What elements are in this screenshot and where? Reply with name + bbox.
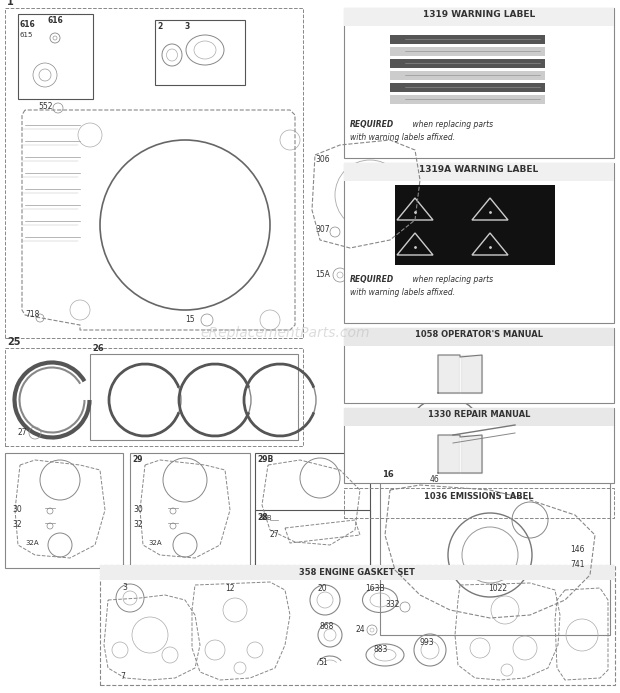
FancyBboxPatch shape xyxy=(344,408,614,426)
Text: with warning labels affixed.: with warning labels affixed. xyxy=(350,133,455,142)
Text: 27: 27 xyxy=(270,530,280,539)
FancyBboxPatch shape xyxy=(390,35,545,44)
Text: 27: 27 xyxy=(18,428,28,437)
Text: 29: 29 xyxy=(132,455,143,464)
Text: 1036 EMISSIONS LABEL: 1036 EMISSIONS LABEL xyxy=(424,492,534,501)
FancyBboxPatch shape xyxy=(390,83,545,92)
FancyBboxPatch shape xyxy=(344,8,614,158)
Text: 163B: 163B xyxy=(365,584,384,593)
Text: with warning labels affixed.: with warning labels affixed. xyxy=(350,288,455,297)
Text: 3: 3 xyxy=(122,583,127,592)
Text: 32: 32 xyxy=(133,520,143,529)
Text: 307: 307 xyxy=(315,225,330,234)
Text: 29B: 29B xyxy=(257,455,273,464)
FancyBboxPatch shape xyxy=(255,510,370,568)
Text: 2: 2 xyxy=(157,22,162,31)
Text: 32B: 32B xyxy=(258,515,272,521)
FancyBboxPatch shape xyxy=(344,163,614,323)
Text: 146: 146 xyxy=(570,545,585,554)
Text: 24: 24 xyxy=(355,625,365,634)
Text: 20: 20 xyxy=(317,584,327,593)
Text: 616: 616 xyxy=(48,16,63,25)
Text: 32A: 32A xyxy=(148,540,162,546)
Text: 718: 718 xyxy=(25,310,40,319)
Text: 1319A WARNING LABEL: 1319A WARNING LABEL xyxy=(419,165,539,174)
Text: 7: 7 xyxy=(120,672,125,681)
FancyBboxPatch shape xyxy=(395,185,555,265)
Text: 30: 30 xyxy=(133,505,143,514)
Text: 30: 30 xyxy=(12,505,22,514)
FancyBboxPatch shape xyxy=(18,14,93,99)
Text: 46: 46 xyxy=(430,475,440,484)
FancyBboxPatch shape xyxy=(344,328,614,403)
Text: 28: 28 xyxy=(257,513,268,522)
Text: 12: 12 xyxy=(225,584,234,593)
Text: 25: 25 xyxy=(7,337,20,347)
Text: 16: 16 xyxy=(382,470,394,479)
Text: 616: 616 xyxy=(20,20,36,29)
FancyBboxPatch shape xyxy=(100,565,615,580)
Text: 15A: 15A xyxy=(315,270,330,279)
Text: when replacing parts: when replacing parts xyxy=(410,275,493,284)
Text: 883: 883 xyxy=(373,645,388,654)
Text: 51: 51 xyxy=(318,658,327,667)
Text: eReplacementParts.com: eReplacementParts.com xyxy=(200,326,370,340)
Text: 993: 993 xyxy=(420,638,435,647)
Text: 1058 OPERATOR'S MANUAL: 1058 OPERATOR'S MANUAL xyxy=(415,330,543,339)
Text: 32A: 32A xyxy=(25,540,38,546)
FancyBboxPatch shape xyxy=(344,163,614,181)
Text: 1: 1 xyxy=(7,0,14,7)
Text: 868: 868 xyxy=(320,622,334,631)
FancyBboxPatch shape xyxy=(255,453,370,568)
FancyBboxPatch shape xyxy=(390,71,545,80)
Text: 552: 552 xyxy=(38,102,53,111)
FancyBboxPatch shape xyxy=(344,8,614,26)
FancyBboxPatch shape xyxy=(390,95,545,104)
FancyBboxPatch shape xyxy=(155,20,245,85)
Text: 26: 26 xyxy=(92,344,104,353)
Text: 3: 3 xyxy=(185,22,190,31)
Text: 1319 WARNING LABEL: 1319 WARNING LABEL xyxy=(423,10,535,19)
Text: 1022: 1022 xyxy=(488,584,507,593)
Text: REQUIRED: REQUIRED xyxy=(350,120,394,129)
Text: 15: 15 xyxy=(185,315,195,324)
Text: 615: 615 xyxy=(20,32,33,38)
Text: 306: 306 xyxy=(315,155,330,164)
Text: 1330 REPAIR MANUAL: 1330 REPAIR MANUAL xyxy=(428,410,530,419)
Text: 358 ENGINE GASKET SET: 358 ENGINE GASKET SET xyxy=(299,568,415,577)
Text: 332: 332 xyxy=(385,600,399,609)
Text: 741: 741 xyxy=(570,560,585,569)
FancyBboxPatch shape xyxy=(344,328,614,346)
Text: 32: 32 xyxy=(12,520,22,529)
FancyBboxPatch shape xyxy=(390,59,545,68)
Text: when replacing parts: when replacing parts xyxy=(410,120,493,129)
FancyBboxPatch shape xyxy=(344,408,614,483)
Text: REQUIRED: REQUIRED xyxy=(350,275,394,284)
FancyBboxPatch shape xyxy=(390,47,545,56)
